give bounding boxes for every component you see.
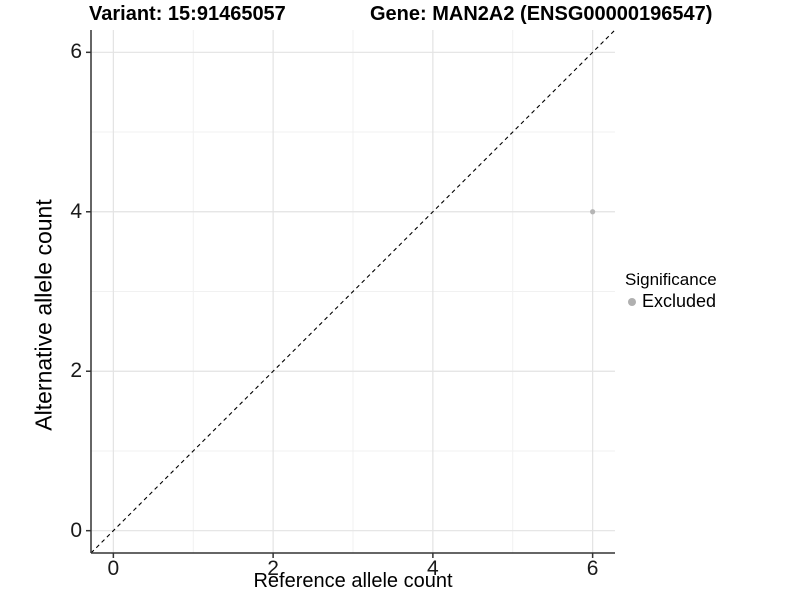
y-tick-label-6: 6 — [70, 40, 82, 64]
x-tick-label-2: 2 — [267, 557, 279, 580]
legend-entry-label: Excluded — [642, 291, 717, 311]
legend-dot-icon — [628, 297, 636, 306]
y-tick-label-0: 0 — [70, 518, 82, 542]
x-tick-label-4: 4 — [427, 557, 439, 580]
gene-title: Gene: MAN2A2 (ENSG00000196547) — [370, 3, 713, 25]
y-axis-title: Alternative allele count — [30, 199, 57, 431]
x-tick-label-6: 6 — [586, 557, 599, 580]
variant-title: Variant: 15:91465057 — [89, 3, 286, 25]
x-tick-label-0: 0 — [107, 557, 120, 580]
data-point-excluded — [590, 209, 596, 215]
identity-line — [90, 29, 616, 554]
legend-title: Significance — [625, 270, 717, 289]
legend: Significance Excluded — [625, 270, 717, 312]
legend-entry-excluded: Excluded — [628, 291, 717, 312]
y-tick-label-2: 2 — [70, 359, 82, 383]
y-tick-label-4: 4 — [70, 199, 82, 223]
x-axis-title: Reference allele count — [253, 570, 453, 592]
